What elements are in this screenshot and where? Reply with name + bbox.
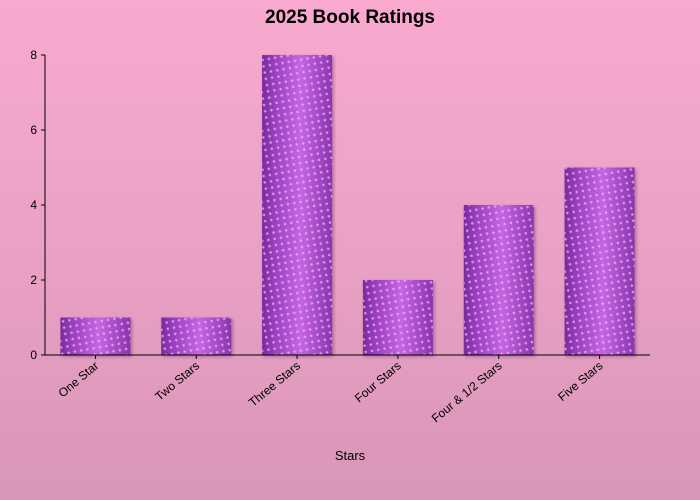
y-tick-label: 4 <box>30 198 37 212</box>
x-axis-label: Stars <box>334 448 366 463</box>
x-tick-label: Two Stars <box>152 359 202 404</box>
x-tick-label: One Star <box>56 359 102 401</box>
x-tick-label: Four & 1/2 Stars <box>429 359 505 426</box>
y-tick-label: 6 <box>30 123 37 137</box>
y-tick-label: 8 <box>30 48 37 62</box>
bar-four-stars <box>362 280 433 355</box>
bar-four-1-2-stars <box>463 205 534 355</box>
bar-three-stars <box>262 55 333 355</box>
bar-five-stars <box>564 167 635 355</box>
x-tick-label: Three Stars <box>246 359 303 410</box>
bar-one-star <box>60 317 131 355</box>
y-tick-label: 0 <box>30 348 37 362</box>
x-tick-label: Four Stars <box>352 359 404 406</box>
x-tick-label: Five Stars <box>555 359 605 404</box>
y-tick-label: 2 <box>30 273 37 287</box>
bar-two-stars <box>161 317 232 355</box>
chart-title: 2025 Book Ratings <box>265 7 435 28</box>
